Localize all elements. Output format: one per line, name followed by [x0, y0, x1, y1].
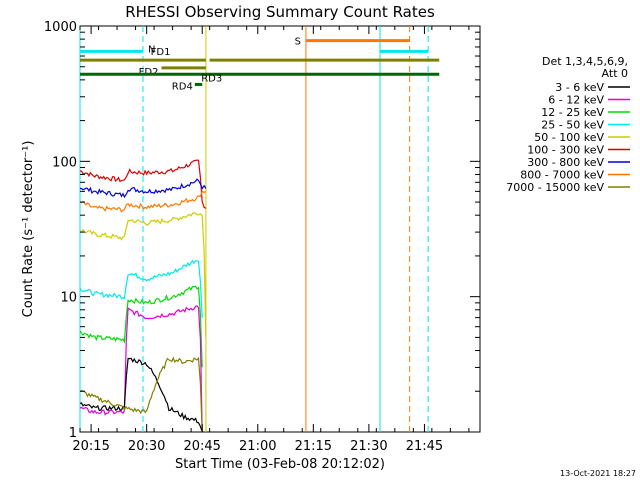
legend-label: 6 - 12 keV: [548, 94, 604, 107]
x-tick-label: 20:30: [128, 439, 165, 454]
series-line: [79, 159, 207, 209]
series-line: [79, 285, 203, 368]
x-tick-label: 21:30: [350, 439, 387, 454]
legend-header: Att 0: [602, 67, 628, 80]
flag-bar-label: FD1: [151, 47, 171, 58]
legend-label: 25 - 50 keV: [541, 119, 604, 132]
series-layer: [79, 159, 207, 433]
flag-bar-label: RD3: [201, 73, 222, 84]
x-tick-label: 21:00: [239, 439, 276, 454]
series-line: [79, 259, 203, 318]
series-line: [79, 356, 203, 433]
x-tick-label: 21:45: [406, 439, 443, 454]
series-line: [79, 357, 203, 433]
legend-label: 3 - 6 keV: [555, 81, 604, 94]
y-axis-label: Count Rate (s⁻¹ detector⁻¹): [21, 141, 36, 318]
x-tick-label: 20:15: [72, 439, 109, 454]
y-tick-label: 10: [60, 291, 77, 306]
plot-frame: [79, 25, 481, 433]
x-tick-label: 21:15: [295, 439, 332, 454]
legend-label: 100 - 300 keV: [527, 144, 604, 157]
flag-bars: N S FD1 FD2 RD3 RD4: [80, 37, 440, 92]
legend-label: 7000 - 15000 keV: [506, 181, 604, 194]
legend-label: 300 - 800 keV: [527, 156, 604, 169]
series-line: [79, 178, 207, 199]
series-line: [79, 305, 203, 433]
x-axis-label: Start Time (03-Feb-08 20:12:02): [175, 457, 385, 472]
legend-header: Det 1,3,4,5,6,9,: [542, 55, 628, 68]
footer-stamp: 13-Oct-2021 18:27: [560, 469, 636, 478]
flag-bar-label: RD4: [172, 81, 193, 92]
x-tick-label: 20:45: [183, 439, 220, 454]
legend-label: 50 - 100 keV: [534, 131, 604, 144]
series-line: [79, 190, 207, 213]
series-line: [79, 212, 207, 338]
y-tick-label: 1000: [44, 20, 77, 35]
y-tick-label: 100: [52, 155, 77, 170]
axes: 20:15 20:30 20:45 21:00 21:15 21:30 21:45 1 10 10…: [44, 20, 480, 454]
flag-bar-label: S: [295, 37, 301, 48]
flag-bar-label: N: [148, 44, 155, 55]
legend-label: 12 - 25 keV: [541, 106, 604, 119]
flag-bar-label: FD2: [139, 67, 159, 78]
y-tick-label: 1: [69, 426, 77, 441]
legend-label: 800 - 7000 keV: [520, 169, 604, 182]
vertical-markers: [79, 26, 429, 432]
chart-title: RHESSI Observing Summary Count Rates: [125, 3, 435, 21]
